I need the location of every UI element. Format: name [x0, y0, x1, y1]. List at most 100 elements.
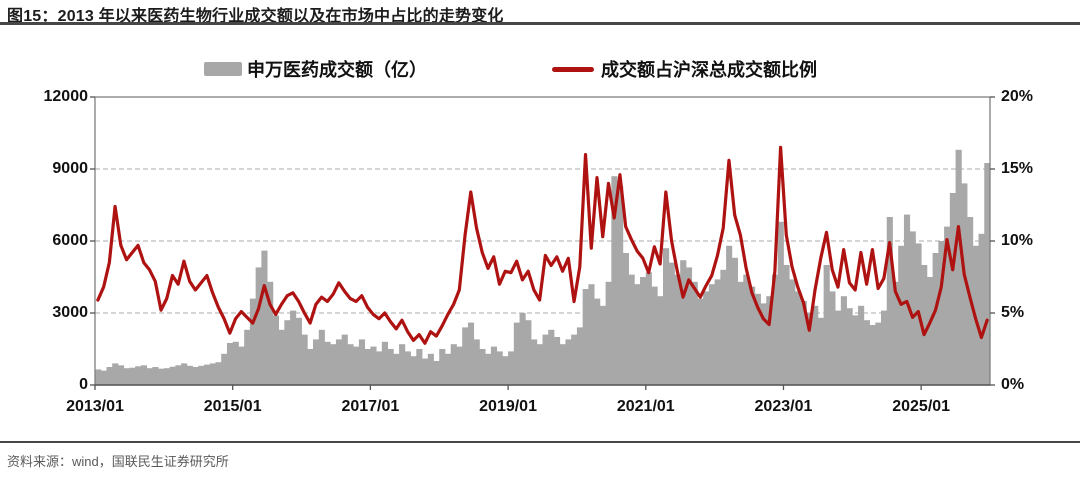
- right-axis-label: 15%: [1001, 160, 1034, 177]
- bar: [215, 362, 222, 385]
- bar: [680, 260, 687, 385]
- title-divider: [0, 22, 1080, 25]
- bar: [697, 298, 704, 385]
- bar: [611, 176, 618, 385]
- bar: [840, 296, 847, 385]
- bar: [249, 298, 257, 385]
- bar: [651, 286, 658, 385]
- bar: [341, 334, 348, 385]
- bar: [467, 322, 475, 385]
- bar: [548, 329, 555, 385]
- bar: [473, 339, 480, 385]
- bar: [416, 349, 423, 385]
- bar: [594, 298, 601, 385]
- bar: [410, 356, 417, 385]
- bar: [112, 363, 119, 385]
- right-axis-label: 10%: [1001, 232, 1034, 249]
- figure-title: 图15：2013 年以来医药生物行业成交额以及在市场中占比的走势变化: [7, 8, 504, 25]
- bar: [634, 284, 641, 385]
- bar: [536, 344, 543, 385]
- bar: [278, 329, 285, 385]
- bar: [875, 322, 882, 385]
- bar: [422, 358, 429, 385]
- x-axis-label: 2019/01: [479, 398, 537, 415]
- bar: [984, 163, 991, 385]
- bar: [485, 353, 492, 385]
- bar: [754, 293, 761, 385]
- bar: [898, 245, 905, 385]
- bar-swatch-icon: [204, 62, 242, 76]
- bar: [393, 353, 400, 385]
- bar: [812, 305, 819, 385]
- bar: [542, 334, 549, 385]
- bar: [290, 310, 297, 385]
- bar: [588, 284, 595, 385]
- bar: [703, 291, 710, 385]
- bar: [381, 341, 388, 385]
- bar: [777, 221, 784, 385]
- bar: [186, 365, 193, 385]
- right-axis-label: 20%: [1001, 88, 1034, 105]
- bar: [823, 265, 830, 385]
- bar: [255, 267, 262, 385]
- bar: [576, 327, 584, 385]
- bar: [559, 344, 566, 385]
- bar: [771, 274, 779, 385]
- bar: [318, 329, 325, 385]
- bar: [502, 356, 509, 385]
- bar: [163, 368, 170, 385]
- bar: [921, 265, 928, 385]
- bar: [307, 349, 314, 385]
- bar: [886, 217, 893, 385]
- bar: [846, 308, 853, 385]
- bar: [708, 284, 716, 385]
- bar: [714, 279, 721, 385]
- bar: [513, 322, 520, 385]
- bar: [685, 267, 693, 385]
- bar: [880, 310, 888, 385]
- right-axis-label: 5%: [1001, 304, 1025, 321]
- bar: [95, 369, 102, 385]
- bar: [353, 346, 360, 385]
- bar: [605, 281, 612, 385]
- bar: [376, 351, 383, 385]
- bar: [335, 339, 343, 385]
- bar: [123, 368, 130, 385]
- bar: [462, 327, 469, 385]
- bar: [181, 363, 188, 385]
- bar: [192, 367, 199, 385]
- bar: [140, 365, 148, 385]
- bar: [204, 364, 211, 385]
- bar: [817, 317, 825, 385]
- bar: [531, 339, 538, 385]
- bar: [347, 344, 354, 385]
- bar: [106, 367, 113, 385]
- bar: [852, 315, 859, 385]
- bar: [829, 291, 836, 385]
- legend-bar-label: 申万医药成交额（亿）: [247, 60, 427, 80]
- bar: [565, 339, 572, 385]
- bar: [158, 368, 165, 385]
- bar: [364, 349, 371, 385]
- bar: [961, 183, 968, 385]
- bar: [427, 353, 434, 385]
- bar: [892, 281, 899, 385]
- bar: [169, 366, 176, 385]
- bar: [553, 337, 561, 385]
- bar: [863, 320, 870, 385]
- bar: [932, 253, 939, 385]
- left-axis-label: 12000: [43, 88, 89, 105]
- bar: [789, 279, 796, 385]
- bar: [324, 341, 331, 385]
- bar: [691, 281, 698, 385]
- bar: [978, 233, 985, 385]
- bar: [628, 274, 635, 385]
- bar: [198, 365, 205, 385]
- bar: [640, 277, 647, 385]
- bar: [720, 269, 727, 385]
- bar: [938, 241, 945, 385]
- bar: [399, 344, 406, 385]
- bar: [726, 245, 733, 385]
- bar: [232, 341, 239, 385]
